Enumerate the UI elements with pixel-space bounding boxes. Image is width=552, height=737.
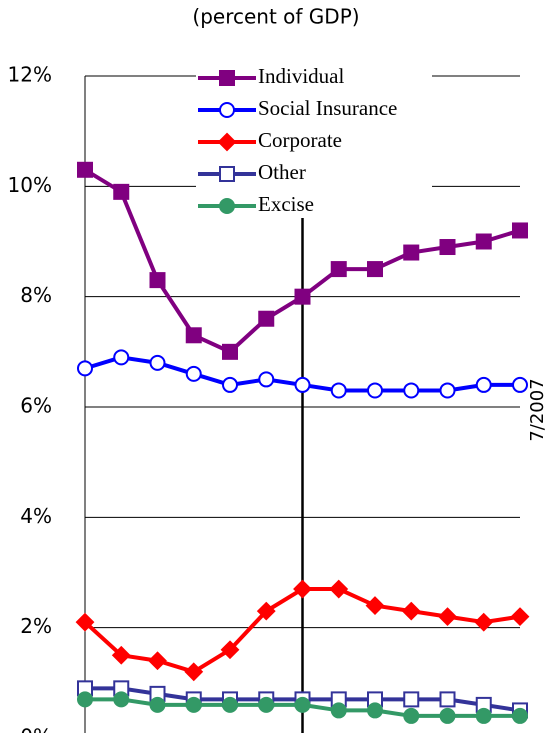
y-tick-label: 2% <box>20 614 52 638</box>
y-tick-label: 0% <box>20 725 52 734</box>
data-point <box>330 382 347 399</box>
data-point <box>258 371 275 388</box>
data-point <box>512 707 528 724</box>
data-point <box>149 272 166 289</box>
data-point <box>222 376 238 393</box>
y-tick-label: 10% <box>8 173 52 197</box>
data-point <box>258 696 275 713</box>
data-point <box>439 707 456 724</box>
data-point <box>401 601 421 621</box>
data-point <box>113 183 130 200</box>
data-point <box>330 702 347 719</box>
data-point <box>258 310 275 327</box>
data-point <box>367 261 383 278</box>
data-point <box>330 261 347 278</box>
data-point <box>77 161 93 178</box>
legend-marker <box>217 132 237 152</box>
data-point <box>475 233 492 250</box>
data-point <box>113 691 130 708</box>
legend: Individual Social Insurance Corporate Other… <box>196 62 432 218</box>
data-point <box>293 579 312 599</box>
data-point <box>294 696 311 713</box>
data-point <box>475 707 492 724</box>
data-point <box>184 662 204 682</box>
data-point <box>113 349 130 366</box>
legend-marker <box>219 102 235 118</box>
data-point <box>294 376 311 393</box>
legend-label: Social Insurance <box>258 96 397 120</box>
data-point <box>438 607 457 627</box>
data-point <box>367 702 383 719</box>
data-point <box>75 612 95 632</box>
data-point <box>185 365 202 382</box>
legend-label: Corporate <box>258 128 342 152</box>
data-point <box>512 222 528 239</box>
legend-marker <box>219 166 235 182</box>
data-point <box>403 707 420 724</box>
data-point <box>185 327 202 344</box>
data-point <box>256 601 276 621</box>
data-point <box>365 596 385 616</box>
y-tick-label: 12% <box>8 63 52 87</box>
legend-label: Other <box>258 160 306 184</box>
legend-marker <box>219 70 235 86</box>
annotation: 7/2007 <box>527 378 548 441</box>
data-point <box>148 651 167 671</box>
legend-marker <box>219 198 235 214</box>
data-point <box>475 376 492 393</box>
y-tick-label: 6% <box>20 394 52 418</box>
data-point <box>185 696 202 713</box>
legend-label: Individual <box>258 64 344 88</box>
data-point <box>77 691 93 708</box>
data-point <box>222 343 238 360</box>
data-point <box>439 382 456 399</box>
data-point <box>403 244 420 261</box>
data-point <box>403 382 420 399</box>
y-tick-label: 4% <box>20 504 52 528</box>
data-point <box>294 288 311 305</box>
data-point <box>512 376 528 393</box>
data-point <box>77 360 93 377</box>
y-tick-label: 8% <box>20 283 52 307</box>
data-point <box>149 696 166 713</box>
legend-label: Excise <box>258 192 314 216</box>
data-point <box>510 607 530 627</box>
data-point <box>220 640 240 660</box>
data-point <box>329 579 349 599</box>
data-point <box>474 612 494 632</box>
data-point <box>439 691 456 708</box>
data-point <box>149 354 166 371</box>
data-point <box>222 696 238 713</box>
data-point <box>439 239 456 256</box>
data-point <box>367 382 383 399</box>
data-point <box>111 645 131 665</box>
data-point <box>403 691 420 708</box>
chart-subtitle: (percent of GDP) <box>192 5 359 29</box>
